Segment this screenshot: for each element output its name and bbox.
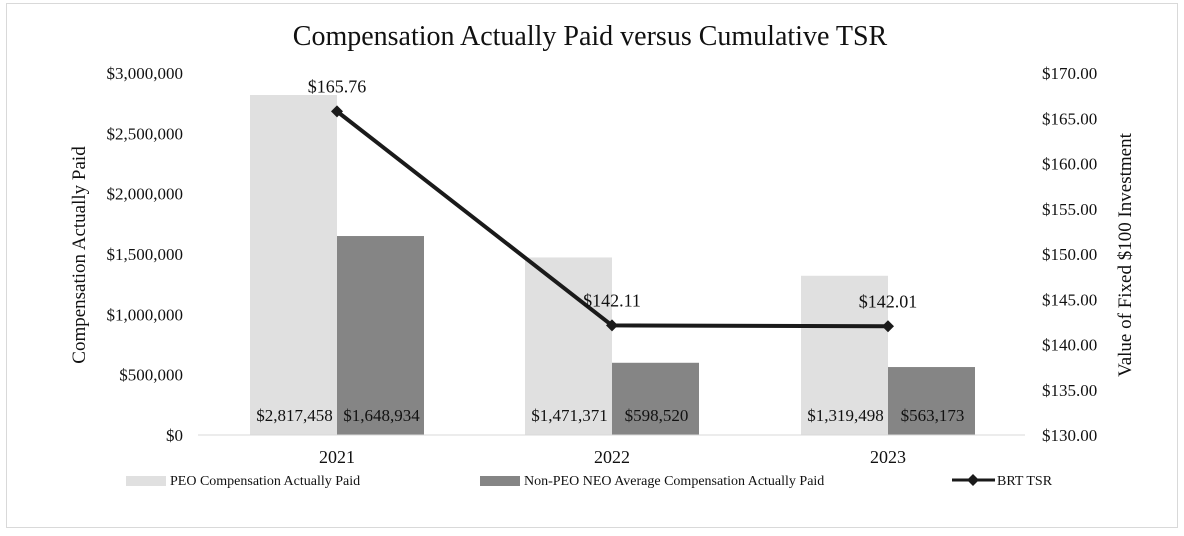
y-tick-label: $0 (166, 426, 183, 445)
bar-neo-2022 (612, 362, 699, 435)
bar-peo-2022 (525, 257, 612, 435)
legend-swatch-peo (126, 476, 166, 486)
data-label-peo-2021: $2,817,458 (256, 406, 333, 425)
y-tick-label: $500,000 (119, 366, 183, 385)
y2-axis-label: Value of Fixed $100 Investment (1115, 132, 1136, 377)
data-label-neo-2022: $598,520 (625, 406, 689, 425)
y2-tick-label: $170.00 (1042, 64, 1097, 83)
legend-marker-tsr (967, 474, 979, 486)
y2-tick-label: $140.00 (1042, 336, 1097, 355)
x-tick-label-2021: 2021 (319, 447, 355, 467)
y-axis-label: Compensation Actually Paid (69, 146, 90, 364)
bar-neo-2021 (337, 236, 424, 435)
tsr-point-2023 (882, 320, 894, 333)
y-tick-label: $2,000,000 (107, 185, 184, 204)
y2-tick-label: $150.00 (1042, 245, 1097, 264)
legend-label-tsr: BRT TSR (997, 474, 1053, 489)
y2-tick-label: $155.00 (1042, 200, 1097, 219)
bar-neo-2023 (888, 367, 975, 435)
y-tick-label: $1,000,000 (107, 305, 184, 324)
y2-tick-label: $130.00 (1042, 426, 1097, 445)
legend: PEO Compensation Actually Paid Non-PEO NE… (126, 474, 1053, 489)
data-label-neo-2021: $1,648,934 (343, 406, 420, 425)
tsr-line-layer: $165.76 $142.11 $142.01 (308, 76, 918, 333)
data-label-peo-2023: $1,319,498 (807, 406, 884, 425)
y-tick-label: $3,000,000 (107, 64, 184, 83)
ticks-layer: 2021 2022 2023 $0 $500,000 $1,000,000 $1,500,0… (107, 64, 1098, 467)
tsr-point-2021 (331, 105, 343, 118)
legend-label-peo: PEO Compensation Actually Paid (170, 474, 360, 489)
x-tick-label-2022: 2022 (594, 447, 630, 467)
data-label-neo-2023: $563,173 (901, 406, 965, 425)
y2-tick-label: $160.00 (1042, 155, 1097, 174)
legend-swatch-neo (480, 476, 520, 486)
bar-peo-2023 (801, 275, 888, 435)
chart-title: Compensation Actually Paid versus Cumula… (293, 21, 888, 52)
y2-tick-label: $145.00 (1042, 290, 1097, 309)
bar-peo-2021 (250, 95, 337, 435)
legend-label-neo: Non-PEO NEO Average Compensation Actuall… (524, 474, 824, 489)
data-label-peo-2022: $1,471,371 (531, 406, 608, 425)
tsr-label-2022: $142.11 (583, 290, 641, 310)
y2-tick-label: $165.00 (1042, 109, 1097, 128)
y-tick-label: $2,500,000 (107, 124, 184, 143)
y2-tick-label: $135.00 (1042, 381, 1097, 400)
bars-layer: $2,817,458 $1,648,934 $1,471,371 $598,520 $1… (250, 95, 975, 435)
tsr-label-2021: $165.76 (308, 76, 367, 96)
tsr-point-2022 (606, 319, 618, 332)
tsr-label-2023: $142.01 (859, 291, 918, 311)
x-tick-label-2023: 2023 (870, 447, 906, 467)
y-tick-label: $1,500,000 (107, 245, 184, 264)
